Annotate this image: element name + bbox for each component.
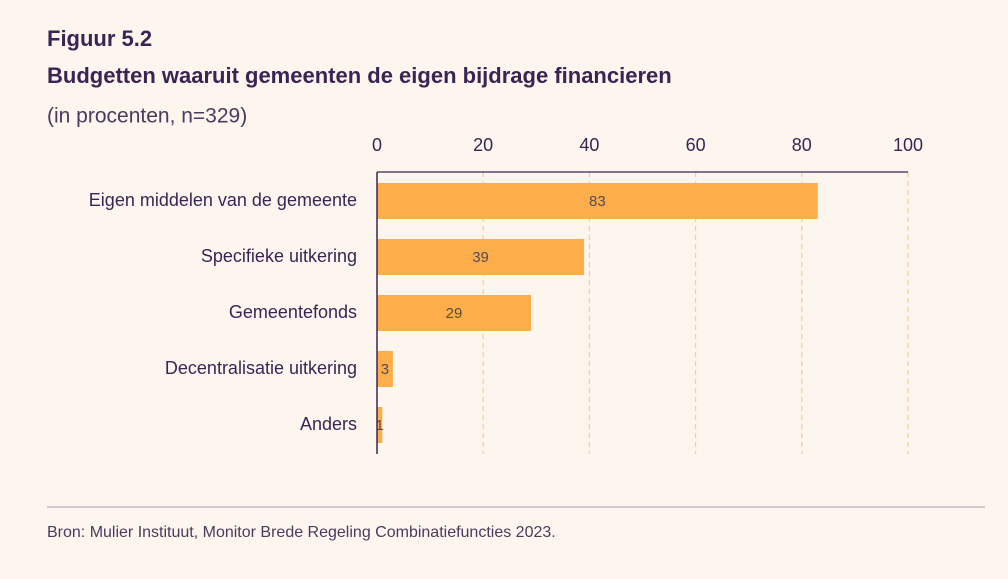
y-tick-label: Specifieke uitkering — [201, 246, 357, 266]
x-tick-label: 40 — [579, 135, 599, 155]
bar — [377, 183, 818, 219]
y-tick-label: Decentralisatie uitkering — [165, 358, 357, 378]
x-tick-label: 80 — [792, 135, 812, 155]
x-tick-label: 0 — [372, 135, 382, 155]
y-tick-label: Eigen middelen van de gemeente — [89, 190, 357, 210]
chart-title: Budgetten waaruit gemeenten de eigen bij… — [47, 63, 672, 88]
source: Bron: Mulier Instituut, Monitor Brede Re… — [47, 524, 556, 541]
y-tick-label: Anders — [300, 414, 357, 434]
value-label: 29 — [446, 305, 463, 322]
x-tick-label: 20 — [473, 135, 493, 155]
bar — [377, 407, 383, 443]
x-tick-label: 100 — [893, 135, 923, 155]
bar — [377, 239, 585, 275]
x-tick-label: 60 — [686, 135, 706, 155]
value-label: 3 — [381, 361, 389, 378]
bar — [377, 295, 531, 331]
y-tick-label: Gemeentefonds — [229, 302, 357, 322]
figure-label: Figuur 5.2 — [47, 26, 152, 51]
value-label: 1 — [375, 417, 383, 434]
chart-subtitle: (in procenten, n=329) — [47, 105, 247, 128]
value-label: 39 — [472, 249, 489, 266]
value-label: 83 — [589, 193, 606, 210]
bar — [377, 351, 393, 387]
